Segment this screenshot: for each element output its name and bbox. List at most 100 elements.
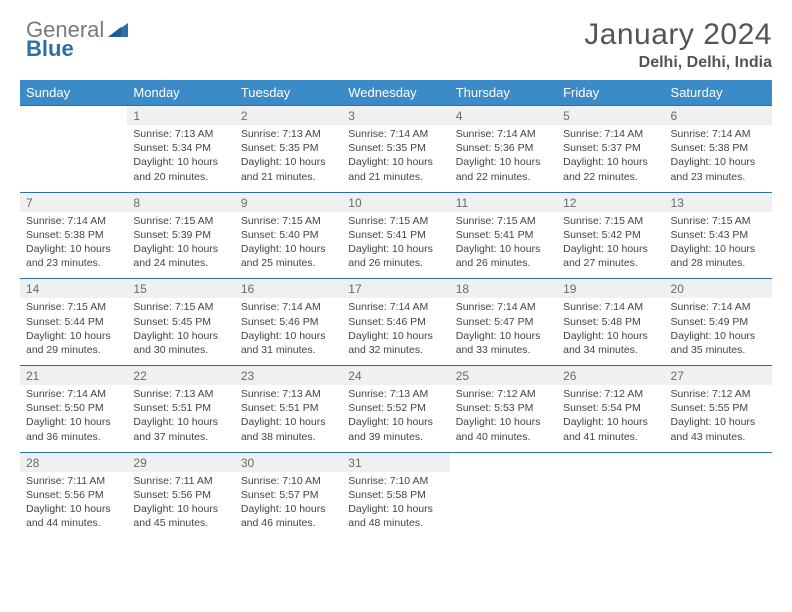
calendar-week-row: 7Sunrise: 7:14 AMSunset: 5:38 PMDaylight… — [20, 192, 772, 279]
daylight-text: Daylight: 10 hours and 24 minutes. — [133, 242, 228, 270]
weekday-header: Sunday — [20, 80, 127, 106]
daylight-text: Daylight: 10 hours and 25 minutes. — [241, 242, 336, 270]
sunrise-text: Sunrise: 7:14 AM — [456, 127, 551, 141]
day-details: Sunrise: 7:10 AMSunset: 5:58 PMDaylight:… — [342, 472, 449, 539]
daylight-text: Daylight: 10 hours and 37 minutes. — [133, 415, 228, 443]
calendar-day-cell: 31Sunrise: 7:10 AMSunset: 5:58 PMDayligh… — [342, 452, 449, 538]
calendar-day-cell: 22Sunrise: 7:13 AMSunset: 5:51 PMDayligh… — [127, 366, 234, 453]
daylight-text: Daylight: 10 hours and 44 minutes. — [26, 502, 121, 530]
daylight-text: Daylight: 10 hours and 41 minutes. — [563, 415, 658, 443]
sunset-text: Sunset: 5:46 PM — [241, 315, 336, 329]
day-details: Sunrise: 7:13 AMSunset: 5:35 PMDaylight:… — [235, 125, 342, 192]
day-details: Sunrise: 7:12 AMSunset: 5:54 PMDaylight:… — [557, 385, 664, 452]
sunset-text: Sunset: 5:36 PM — [456, 141, 551, 155]
calendar-day-cell: 9 Sunrise: 7:15 AMSunset: 5:40 PMDaylight… — [235, 192, 342, 279]
calendar-day-cell: 7Sunrise: 7:14 AMSunset: 5:38 PMDaylight… — [20, 192, 127, 279]
sunrise-text: Sunrise: 7:15 AM — [348, 214, 443, 228]
day-number: 9 — [235, 193, 342, 212]
sunrise-text: Sunrise: 7:12 AM — [671, 387, 766, 401]
day-details: Sunrise: 7:13 AMSunset: 5:51 PMDaylight:… — [235, 385, 342, 452]
calendar-day-cell: 4Sunrise: 7:14 AMSunset: 5:36 PMDaylight… — [450, 106, 557, 193]
calendar-day-cell: 14Sunrise: 7:15 AMSunset: 5:44 PMDayligh… — [20, 279, 127, 366]
daylight-text: Daylight: 10 hours and 23 minutes. — [671, 155, 766, 183]
sunset-text: Sunset: 5:40 PM — [241, 228, 336, 242]
sunrise-text: Sunrise: 7:14 AM — [563, 127, 658, 141]
day-number: 29 — [127, 453, 234, 472]
day-details: Sunrise: 7:14 AMSunset: 5:50 PMDaylight:… — [20, 385, 127, 452]
day-number: 28 — [20, 453, 127, 472]
sunset-text: Sunset: 5:37 PM — [563, 141, 658, 155]
calendar-body: . 1Sunrise: 7:13 AMSunset: 5:34 PMDayligh… — [20, 106, 772, 539]
day-number: 18 — [450, 279, 557, 298]
sunrise-text: Sunrise: 7:15 AM — [671, 214, 766, 228]
day-details: Sunrise: 7:10 AMSunset: 5:57 PMDaylight:… — [235, 472, 342, 539]
calendar-day-cell: 19Sunrise: 7:14 AMSunset: 5:48 PMDayligh… — [557, 279, 664, 366]
location-label: Delhi, Delhi, India — [584, 54, 772, 72]
calendar-week-row: 21Sunrise: 7:14 AMSunset: 5:50 PMDayligh… — [20, 366, 772, 453]
day-details: Sunrise: 7:14 AMSunset: 5:37 PMDaylight:… — [557, 125, 664, 192]
daylight-text: Daylight: 10 hours and 38 minutes. — [241, 415, 336, 443]
calendar-week-row: 28Sunrise: 7:11 AMSunset: 5:56 PMDayligh… — [20, 452, 772, 538]
sunset-text: Sunset: 5:45 PM — [133, 315, 228, 329]
daylight-text: Daylight: 10 hours and 39 minutes. — [348, 415, 443, 443]
day-number: 23 — [235, 366, 342, 385]
sunrise-text: Sunrise: 7:15 AM — [563, 214, 658, 228]
calendar-day-cell: 11Sunrise: 7:15 AMSunset: 5:41 PMDayligh… — [450, 192, 557, 279]
calendar-page: GeneralBlue January 2024 Delhi, Delhi, I… — [0, 0, 792, 548]
sunrise-text: Sunrise: 7:14 AM — [348, 300, 443, 314]
sunset-text: Sunset: 5:49 PM — [671, 315, 766, 329]
day-number: 3 — [342, 106, 449, 125]
sunrise-text: Sunrise: 7:14 AM — [26, 387, 121, 401]
day-number: 24 — [342, 366, 449, 385]
calendar-day-cell: 1Sunrise: 7:13 AMSunset: 5:34 PMDaylight… — [127, 106, 234, 193]
day-details: Sunrise: 7:14 AMSunset: 5:35 PMDaylight:… — [342, 125, 449, 192]
calendar-day-cell: . — [450, 452, 557, 538]
calendar-table: Sunday Monday Tuesday Wednesday Thursday… — [20, 80, 772, 538]
weekday-header: Friday — [557, 80, 664, 106]
day-details — [665, 472, 772, 528]
daylight-text: Daylight: 10 hours and 21 minutes. — [348, 155, 443, 183]
calendar-day-cell: 28Sunrise: 7:11 AMSunset: 5:56 PMDayligh… — [20, 452, 127, 538]
sunset-text: Sunset: 5:51 PM — [133, 401, 228, 415]
month-title: January 2024 — [584, 18, 772, 52]
calendar-day-cell: 20Sunrise: 7:14 AMSunset: 5:49 PMDayligh… — [665, 279, 772, 366]
day-number: 31 — [342, 453, 449, 472]
calendar-day-cell: 24Sunrise: 7:13 AMSunset: 5:52 PMDayligh… — [342, 366, 449, 453]
calendar-day-cell: 29Sunrise: 7:11 AMSunset: 5:56 PMDayligh… — [127, 452, 234, 538]
daylight-text: Daylight: 10 hours and 28 minutes. — [671, 242, 766, 270]
sunrise-text: Sunrise: 7:14 AM — [348, 127, 443, 141]
sunrise-text: Sunrise: 7:14 AM — [456, 300, 551, 314]
sunset-text: Sunset: 5:55 PM — [671, 401, 766, 415]
header: GeneralBlue January 2024 Delhi, Delhi, I… — [20, 18, 772, 72]
sunrise-text: Sunrise: 7:15 AM — [241, 214, 336, 228]
day-details: Sunrise: 7:15 AMSunset: 5:42 PMDaylight:… — [557, 212, 664, 279]
calendar-week-row: .1Sunrise: 7:13 AMSunset: 5:34 PMDayligh… — [20, 106, 772, 193]
calendar-day-cell: 25Sunrise: 7:12 AMSunset: 5:53 PMDayligh… — [450, 366, 557, 453]
daylight-text: Daylight: 10 hours and 35 minutes. — [671, 329, 766, 357]
daylight-text: Daylight: 10 hours and 23 minutes. — [26, 242, 121, 270]
weekday-header: Saturday — [665, 80, 772, 106]
sunset-text: Sunset: 5:56 PM — [26, 488, 121, 502]
day-details: Sunrise: 7:12 AMSunset: 5:53 PMDaylight:… — [450, 385, 557, 452]
day-number: 21 — [20, 366, 127, 385]
calendar-day-cell: 27Sunrise: 7:12 AMSunset: 5:55 PMDayligh… — [665, 366, 772, 453]
sunset-text: Sunset: 5:35 PM — [241, 141, 336, 155]
day-number: 12 — [557, 193, 664, 212]
day-details: Sunrise: 7:14 AMSunset: 5:46 PMDaylight:… — [235, 298, 342, 365]
sunset-text: Sunset: 5:42 PM — [563, 228, 658, 242]
daylight-text: Daylight: 10 hours and 22 minutes. — [456, 155, 551, 183]
day-details: Sunrise: 7:12 AMSunset: 5:55 PMDaylight:… — [665, 385, 772, 452]
daylight-text: Daylight: 10 hours and 43 minutes. — [671, 415, 766, 443]
sunset-text: Sunset: 5:39 PM — [133, 228, 228, 242]
day-details: Sunrise: 7:15 AMSunset: 5:45 PMDaylight:… — [127, 298, 234, 365]
sunrise-text: Sunrise: 7:14 AM — [26, 214, 121, 228]
day-details: Sunrise: 7:15 AMSunset: 5:43 PMDaylight:… — [665, 212, 772, 279]
calendar-day-cell: 10Sunrise: 7:15 AMSunset: 5:41 PMDayligh… — [342, 192, 449, 279]
daylight-text: Daylight: 10 hours and 33 minutes. — [456, 329, 551, 357]
day-number: 14 — [20, 279, 127, 298]
day-number: 6 — [665, 106, 772, 125]
calendar-day-cell: 15Sunrise: 7:15 AMSunset: 5:45 PMDayligh… — [127, 279, 234, 366]
day-details: Sunrise: 7:14 AMSunset: 5:36 PMDaylight:… — [450, 125, 557, 192]
day-details: Sunrise: 7:13 AMSunset: 5:51 PMDaylight:… — [127, 385, 234, 452]
daylight-text: Daylight: 10 hours and 34 minutes. — [563, 329, 658, 357]
